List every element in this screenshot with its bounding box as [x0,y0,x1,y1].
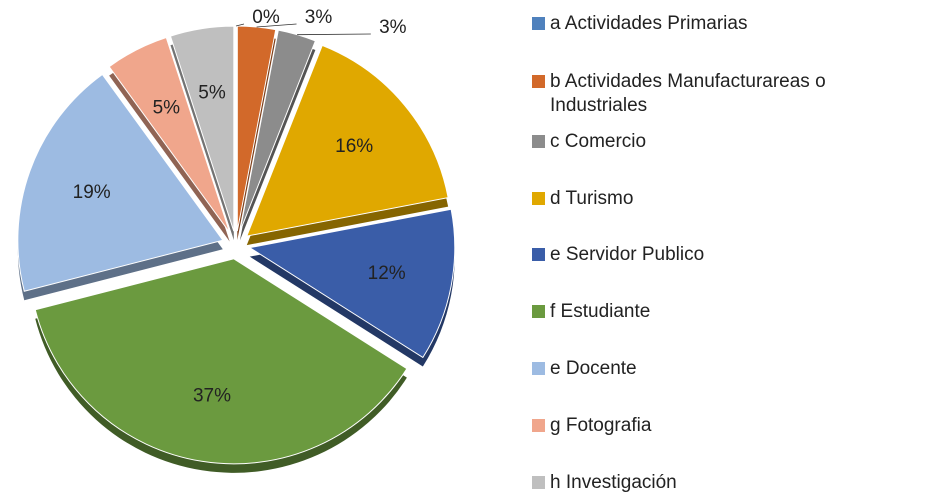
legend: a Actividades Primarias b Actividades Man… [530,0,926,496]
legend-label: c Comercio [550,131,647,152]
legend-swatch [532,305,545,318]
data-label: 19% [73,182,111,203]
data-label: 0% [252,7,280,28]
legend-label: f Estudiante [550,301,651,322]
legend-item: e Docente [530,357,910,381]
leader-line [297,33,371,36]
legend-label: d Turismo [550,188,634,209]
legend-item: h Investigación [530,471,910,495]
legend-swatch [532,135,545,148]
legend-item: b Actividades Manufacturareas o Industri… [530,70,910,118]
leader-line [256,23,297,28]
slice [239,29,317,232]
legend-swatch [532,362,545,375]
data-label: 12% [368,263,406,284]
legend-swatch [532,476,545,489]
legend-item: g Fotografia [530,414,910,438]
legend-label: g Fotografia [550,415,652,436]
legend-swatch [532,192,545,205]
pie-chart: 0% 3% 3% 16% 12% 37% 19% 5% 5% [17,7,456,473]
legend-item: c Comercio [530,130,910,154]
slice [17,73,224,292]
legend-label: e Docente [550,358,637,379]
data-label: 3% [379,17,407,38]
legend-swatch [532,75,545,88]
legend-item: d Turismo [530,187,910,211]
data-label: 16% [335,136,373,157]
legend-label: e Servidor Publico [550,244,705,265]
legend-swatch [532,419,545,432]
legend-item: a Actividades Primarias [530,12,910,36]
legend-label: a Actividades Primarias [550,13,748,34]
data-label: 3% [305,7,333,28]
legend-label: h Investigación [550,472,677,493]
leader-line [235,23,245,27]
slice [169,25,235,232]
data-label: 5% [153,97,181,118]
slice [108,36,231,233]
legend-swatch [532,17,545,30]
slice [245,44,449,237]
data-label: 37% [193,386,231,407]
legend-label: b Actividades Manufacturareas o Industri… [550,71,826,116]
slice [34,258,408,465]
legend-swatch [532,248,545,261]
legend-item: e Servidor Publico [530,243,910,267]
data-label: 5% [198,83,226,104]
slice [248,208,456,359]
legend-item: f Estudiante [530,300,910,324]
